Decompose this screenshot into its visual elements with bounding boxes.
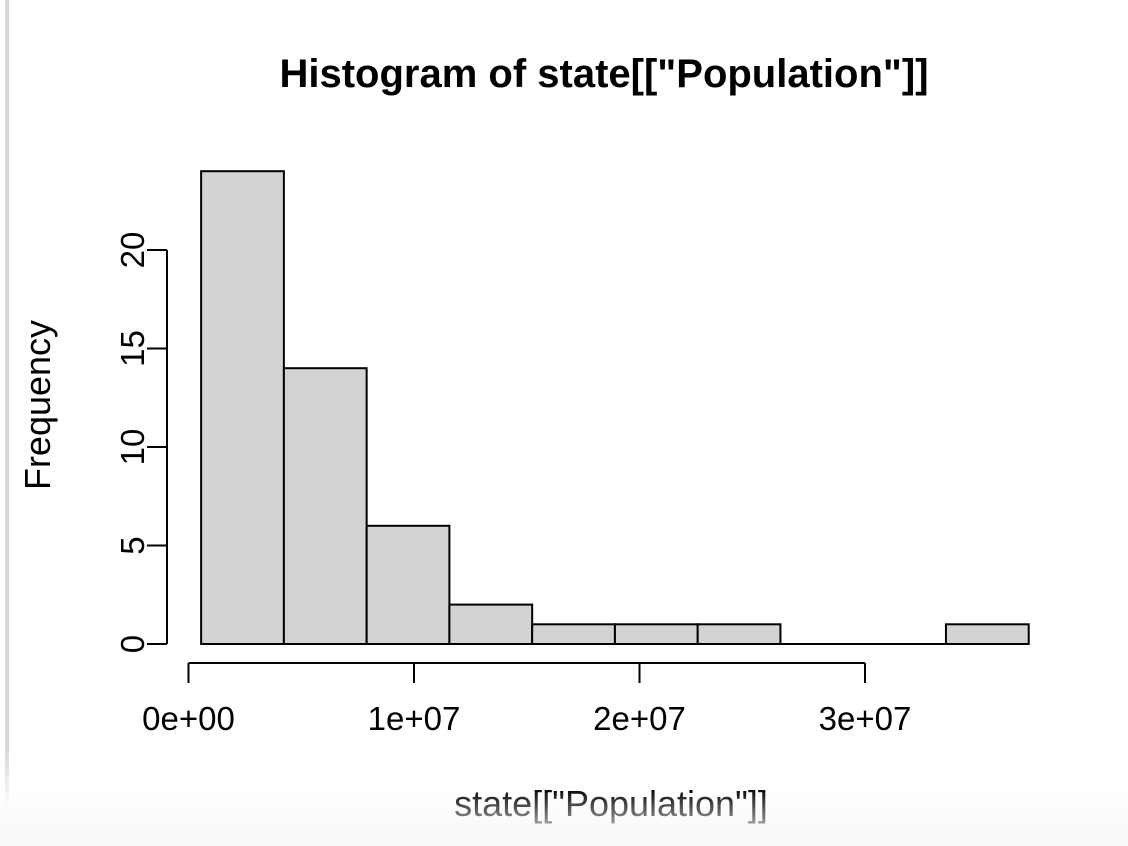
y-axis: 0 5 10 15 20 [114,232,168,653]
histogram-bar [613,623,699,645]
y-tick-label: 10 [114,429,151,466]
x-tick-label: 2e+07 [593,700,686,737]
histogram-bar [696,623,782,645]
x-tick-label: 0e+00 [142,700,235,737]
histogram-bar [282,367,368,645]
x-tick-label: 1e+07 [368,700,461,737]
histogram-bar [944,623,1030,645]
y-tick-label: 0 [114,635,151,653]
histogram-bar [448,603,534,645]
y-tick-label: 15 [114,330,151,367]
x-axis-label: state[["Population"]] [454,783,768,824]
y-axis-label: Frequency [17,320,58,490]
notebook-gutter-stripe [5,0,9,812]
histogram-bar [200,170,285,645]
chart-title: Histogram of state[["Population"]] [279,52,928,96]
x-tick-label: 3e+07 [819,700,912,737]
histogram-bar [365,524,451,645]
histogram-bars [200,170,1030,645]
y-tick-label: 5 [114,536,151,554]
histogram-bar [531,623,616,645]
x-axis: 0e+00 1e+07 2e+07 3e+07 [142,662,912,737]
y-tick-label: 20 [114,232,151,269]
